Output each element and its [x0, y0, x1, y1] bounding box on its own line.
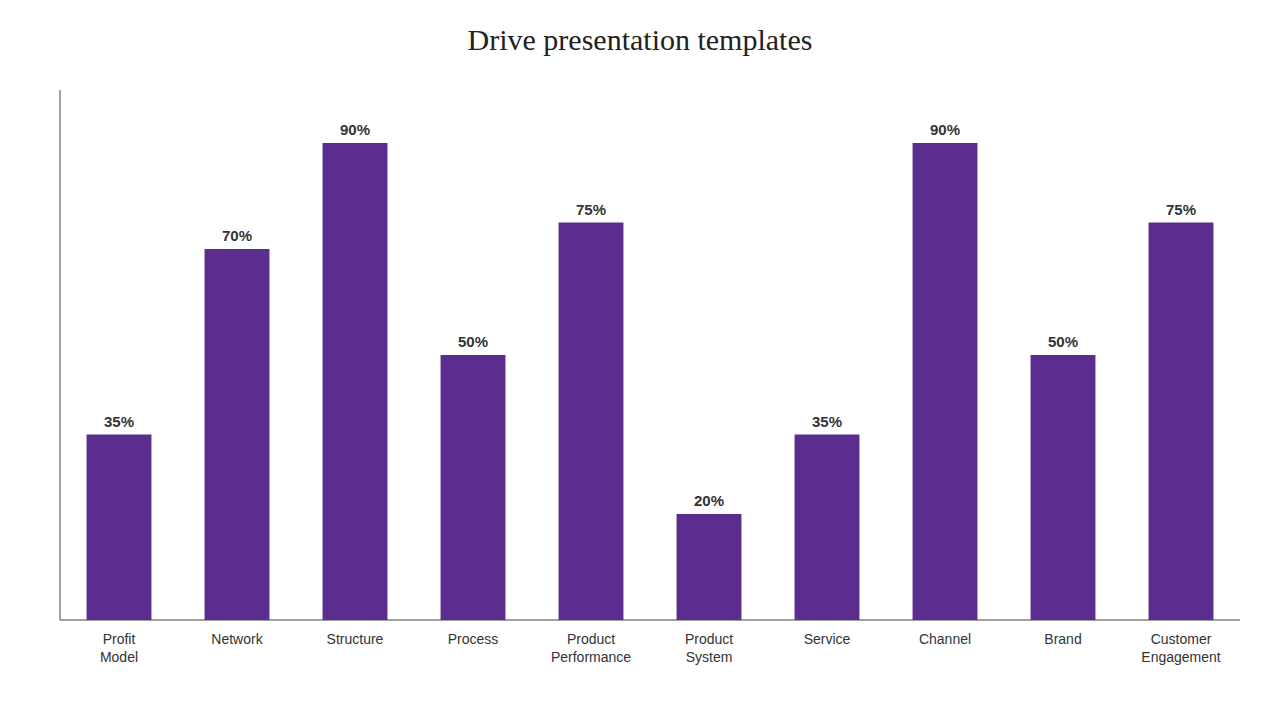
bar — [1031, 355, 1096, 620]
x-tick-label: ProfitModel — [100, 631, 138, 665]
x-tick-label: Process — [448, 631, 499, 647]
x-axis-line — [60, 620, 1240, 621]
data-label: 50% — [1048, 333, 1078, 350]
bar — [441, 355, 506, 620]
data-label: 90% — [930, 121, 960, 138]
bar — [677, 514, 742, 620]
bars — [87, 143, 1214, 620]
data-label: 35% — [104, 413, 134, 430]
data-label: 70% — [222, 227, 252, 244]
bar — [323, 143, 388, 620]
x-tick-label: ProductSystem — [685, 631, 733, 665]
x-tick-label: Service — [804, 631, 851, 647]
bar — [559, 223, 624, 621]
x-tick-label: ProductPerformance — [551, 631, 631, 665]
data-label: 35% — [812, 413, 842, 430]
data-label: 50% — [458, 333, 488, 350]
chart-container: Drive presentation templates 35% 70% 90% 50%… — [0, 0, 1280, 720]
bar — [1149, 223, 1214, 621]
x-tick-label: Structure — [327, 631, 384, 647]
data-label: 75% — [1166, 201, 1196, 218]
data-label: 75% — [576, 201, 606, 218]
x-tick-label: Channel — [919, 631, 971, 647]
data-label: 20% — [694, 492, 724, 509]
bar — [87, 435, 152, 621]
x-tick-label: Brand — [1044, 631, 1081, 647]
x-tick-label: Network — [211, 631, 263, 647]
x-tick-label: CustomerEngagement — [1141, 631, 1221, 665]
data-label: 90% — [340, 121, 370, 138]
chart: Drive presentation templates 35% 70% 90% 50%… — [0, 0, 1280, 720]
bar — [795, 435, 860, 621]
y-axis-line — [60, 90, 61, 620]
title: Drive presentation templates — [468, 23, 813, 56]
bar — [205, 249, 270, 620]
bar — [913, 143, 978, 620]
